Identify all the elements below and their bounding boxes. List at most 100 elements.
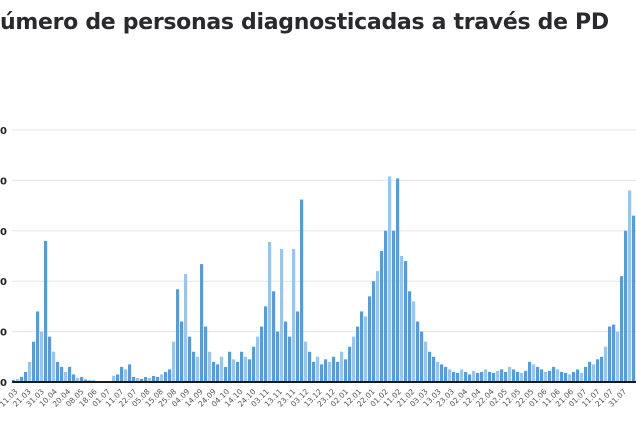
bar (264, 306, 268, 382)
bar (220, 356, 224, 382)
bar (180, 321, 184, 382)
bar (624, 230, 628, 382)
y-axis-labels: 0 100 200 300 400 500 (0, 126, 7, 389)
bar (476, 372, 480, 382)
bar (532, 364, 536, 382)
bar (544, 371, 548, 382)
bar (192, 351, 196, 382)
bar (384, 230, 388, 382)
gridlines (12, 129, 636, 333)
bar (112, 375, 116, 382)
bar (152, 375, 156, 382)
bar (328, 361, 332, 382)
bar (68, 366, 72, 382)
bar (620, 276, 624, 382)
bar (36, 311, 40, 382)
bar (632, 215, 636, 382)
bar (60, 366, 64, 382)
bar (144, 376, 148, 382)
bar (484, 369, 488, 382)
bar (520, 372, 524, 382)
bar (408, 291, 412, 382)
bar (316, 356, 320, 382)
y-tick-label: 0 (0, 378, 7, 389)
bar (232, 359, 236, 382)
y-tick-label: 100 (0, 328, 7, 339)
bar (224, 366, 228, 382)
bar (388, 176, 392, 382)
bar (400, 256, 404, 382)
bar (392, 230, 396, 382)
bar (16, 378, 20, 382)
bar (172, 341, 176, 382)
bar (568, 374, 572, 382)
bar (480, 371, 484, 382)
bar (124, 369, 128, 382)
chart-title: úmero de personas diagnosticadas a travé… (0, 10, 609, 35)
bar (528, 361, 532, 382)
bar (320, 364, 324, 382)
bar (588, 361, 592, 382)
bars (12, 176, 636, 382)
bar (344, 359, 348, 382)
bar (572, 371, 576, 382)
bar (348, 346, 352, 382)
bar (132, 376, 136, 382)
bar (268, 241, 272, 382)
bar (464, 371, 468, 382)
bar (372, 281, 376, 382)
bar (204, 326, 208, 382)
bar (564, 372, 568, 382)
bar (376, 271, 380, 382)
bar (352, 336, 356, 382)
y-tick-label: 200 (0, 277, 7, 288)
bar (168, 369, 172, 382)
bar (628, 190, 632, 382)
bar (312, 361, 316, 382)
bar (184, 274, 188, 382)
bar (472, 370, 476, 382)
bar (524, 370, 528, 382)
bar (176, 289, 180, 382)
bar (76, 377, 80, 382)
bar (296, 311, 300, 382)
bar (56, 361, 60, 382)
bar (280, 248, 284, 382)
bar (360, 311, 364, 382)
bar (424, 341, 428, 382)
bar (52, 351, 56, 382)
bar (616, 331, 620, 382)
bar (244, 356, 248, 382)
bar (196, 356, 200, 382)
bar (496, 370, 500, 382)
bar (120, 366, 124, 382)
y-tick-label: 400 (0, 176, 7, 187)
bar (252, 346, 256, 382)
bar (64, 371, 68, 382)
bar (380, 250, 384, 382)
bar (336, 361, 340, 382)
y-tick-label: 300 (0, 227, 7, 238)
bar (416, 321, 420, 382)
bar (412, 301, 416, 382)
bar (32, 341, 36, 382)
bar (212, 361, 216, 382)
bar (84, 379, 88, 382)
bar (44, 240, 48, 382)
bar (216, 364, 220, 382)
bar (292, 248, 296, 382)
bar (200, 264, 204, 382)
bar (460, 369, 464, 382)
bar (136, 377, 140, 382)
bar (324, 359, 328, 382)
bar (272, 291, 276, 382)
bar (420, 331, 424, 382)
x-axis-labels: 11.0321.0331.0310.0420.0408.0518.0601.07… (0, 387, 628, 409)
bar (276, 331, 280, 382)
bar (160, 374, 164, 382)
bar (604, 346, 608, 382)
bar (308, 351, 312, 382)
bar (148, 377, 152, 382)
bar (48, 336, 52, 382)
bar (560, 371, 564, 382)
